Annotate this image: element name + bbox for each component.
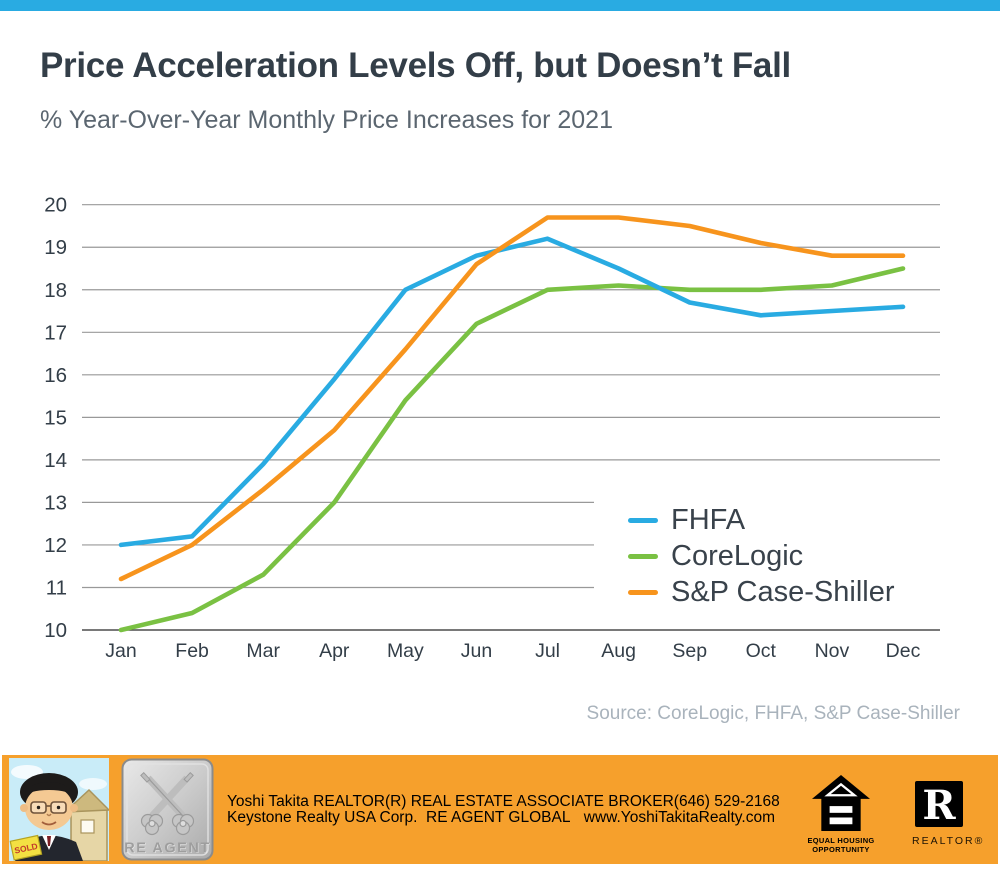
y-tick-label: 14	[44, 449, 67, 472]
y-tick-label: 10	[44, 619, 67, 642]
agent-face	[20, 773, 78, 830]
chart-legend: FHFA CoreLogic S&P Case-Shiller	[594, 489, 946, 613]
y-tick-label: 20	[44, 194, 67, 217]
x-tick-label: Apr	[319, 640, 350, 662]
equal-housing-logo: EQUAL HOUSING OPPORTUNITY	[804, 775, 878, 854]
house-icon	[62, 788, 109, 861]
y-tick-label: 13	[44, 491, 67, 514]
x-tick-label: Jan	[105, 640, 136, 662]
footer-banner: SOLD RE AGENT RE AGEN	[2, 755, 998, 864]
series-line-s-p-case-shiller	[118, 215, 906, 582]
realtor-label: REALTOR®	[912, 835, 985, 847]
agent-portrait: SOLD	[9, 758, 109, 861]
agent-company: Keystone Realty USA Corp. RE AGENT GLOBA…	[227, 808, 571, 826]
agent-info: Yoshi Takita REALTOR(R) REAL ESTATE ASSO…	[227, 793, 780, 826]
legend-label-sp-case-shiller: S&P Case-Shiller	[671, 575, 895, 608]
x-tick-label: Nov	[815, 640, 850, 662]
equal-housing-label-line2: OPPORTUNITY	[812, 845, 870, 854]
x-tick-label: Dec	[886, 640, 921, 662]
y-tick-label: 17	[44, 321, 67, 344]
x-tick-label: Aug	[601, 640, 636, 662]
svg-text:RE AGENT: RE AGENT	[125, 841, 211, 857]
re-agent-badge-label: RE AGENT	[124, 841, 210, 857]
legend-item-sp-case-shiller: S&P Case-Shiller	[628, 574, 946, 610]
legend-item-corelogic: CoreLogic	[628, 538, 946, 574]
x-tick-label: Mar	[246, 640, 280, 662]
line-chart: 10 11 12 13 14 15 16 17 18 19 20 Jan Feb Mar Apr May Jun…	[44, 194, 940, 662]
y-tick-label: 18	[44, 279, 67, 302]
legend-label-fhfa: FHFA	[671, 503, 746, 536]
series-line-corelogic	[118, 266, 906, 633]
x-tick-label: Sep	[672, 640, 707, 662]
sold-sign-text: SOLD	[13, 841, 38, 856]
re-agent-logo: RE AGENT RE AGENT	[121, 758, 214, 861]
y-tick-label: 15	[44, 406, 67, 429]
legend-item-fhfa: FHFA	[628, 502, 946, 538]
sold-sign: SOLD	[9, 834, 43, 861]
x-tick-label: Jul	[535, 640, 560, 662]
legend-label-corelogic: CoreLogic	[671, 539, 804, 572]
x-tick-label: May	[387, 640, 424, 662]
x-tick-label: Feb	[175, 640, 209, 662]
equal-housing-label-line1: EQUAL HOUSING	[807, 836, 875, 845]
series-line-fhfa	[118, 236, 906, 548]
x-tick-label: Jun	[461, 640, 492, 662]
chart-subtitle: % Year-Over-Year Monthly Price Increases…	[40, 106, 613, 134]
chart-title: Price Acceleration Levels Off, but Doesn…	[40, 46, 791, 85]
crossed-keys-icon	[140, 772, 195, 836]
agent-website[interactable]: www.YoshiTakitaRealty.com	[583, 808, 775, 826]
agent-phone: (646) 529-2168	[673, 793, 780, 810]
equal-housing-house-icon	[812, 775, 870, 831]
source-note: Source: CoreLogic, FHFA, S&P Case-Shille…	[586, 703, 960, 724]
realtor-block-r-icon: R	[915, 781, 963, 829]
legend-swatch-corelogic	[628, 553, 658, 559]
svg-text:R: R	[922, 782, 956, 827]
agent-name-title: Yoshi Takita REALTOR(R) REAL ESTATE ASSO…	[227, 793, 674, 810]
y-tick-label: 12	[44, 534, 67, 557]
y-tick-label: 11	[46, 576, 67, 599]
realtor-logo: R REALTOR®	[912, 781, 985, 847]
x-tick-label: Oct	[746, 640, 777, 662]
legend-swatch-sp-case-shiller	[628, 589, 658, 595]
y-tick-label: 19	[44, 236, 67, 259]
legend-swatch-fhfa	[628, 517, 658, 523]
top-accent-bar	[0, 0, 1000, 11]
y-tick-label: 16	[44, 364, 67, 387]
